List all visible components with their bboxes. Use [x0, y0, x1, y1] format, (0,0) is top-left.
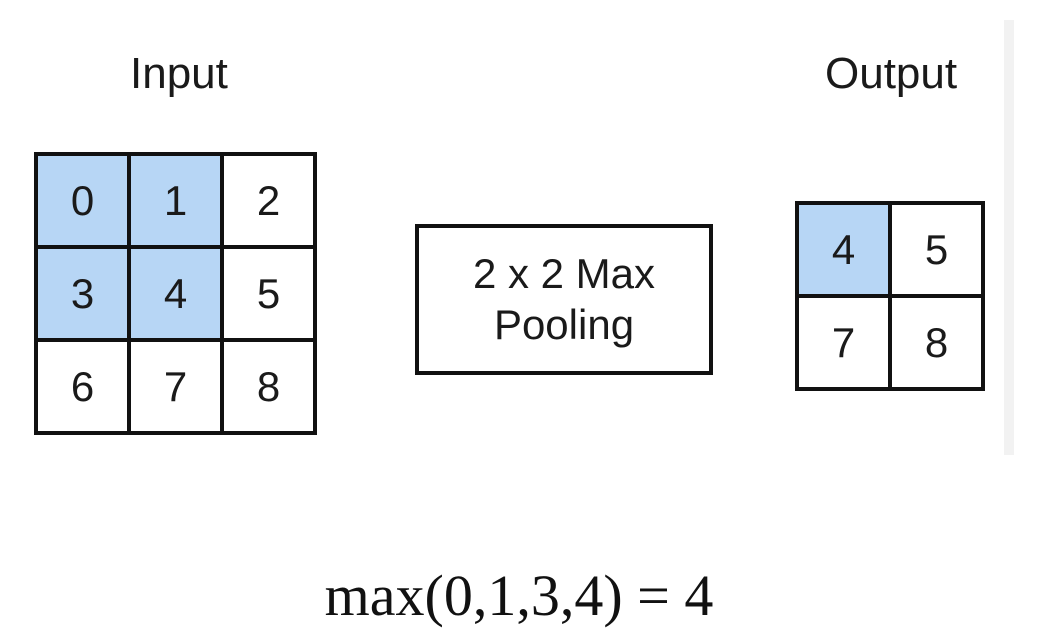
output-cell: 8: [892, 298, 985, 391]
input-cell: 1: [131, 156, 224, 249]
max-pooling-operation-box: 2 x 2 Max Pooling: [415, 224, 713, 375]
input-grid: 0 1 2 3 4 5 6 7 8: [34, 152, 317, 435]
input-cell: 4: [131, 249, 224, 342]
input-title: Input: [130, 49, 228, 98]
input-cell: 3: [38, 249, 131, 342]
operation-label-line1: 2 x 2 Max: [472, 250, 656, 298]
input-cell: 8: [224, 342, 317, 435]
input-cell: 2: [224, 156, 317, 249]
output-grid: 4 5 7 8: [795, 201, 985, 391]
input-cell: 6: [38, 342, 131, 435]
output-title: Output: [825, 49, 958, 98]
max-formula: max(0,1,3,4) = 4: [324, 563, 714, 628]
output-cell: 4: [799, 205, 892, 298]
input-cell: 0: [38, 156, 131, 249]
output-cell: 5: [892, 205, 985, 298]
right-edge-strip: [1004, 20, 1014, 455]
input-cell: 7: [131, 342, 224, 435]
operation-label-line2: Pooling: [493, 300, 635, 348]
input-cell: 5: [224, 249, 317, 342]
output-cell: 7: [799, 298, 892, 391]
